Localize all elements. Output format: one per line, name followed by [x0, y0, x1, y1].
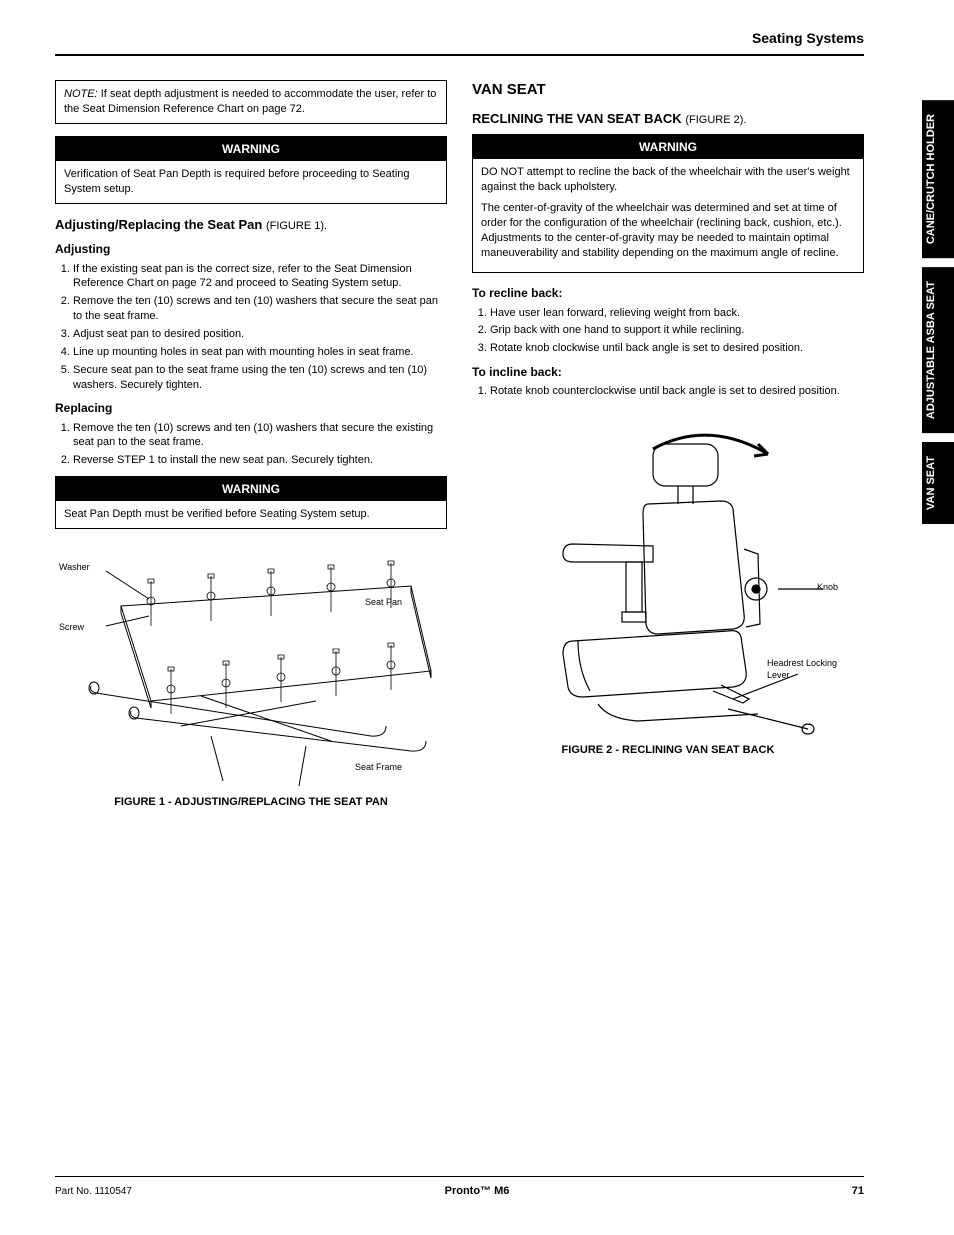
to-recline-title: To recline back: — [472, 285, 864, 301]
adj-step: If the existing seat pan is the correct … — [73, 262, 447, 292]
rep-step: Reverse STEP 1 to install the new seat p… — [73, 453, 447, 468]
recline-step: Have user lean forward, relieving weight… — [490, 306, 864, 321]
warning-header-1: WARNING — [56, 137, 446, 161]
footer-product-name: Pronto™ M6 — [0, 1185, 954, 1197]
recline-step: Grip back with one hand to support it wh… — [490, 323, 864, 338]
to-incline-title: To incline back: — [472, 364, 864, 380]
replacing-steps: Remove the ten (10) screws and ten (10) … — [73, 421, 447, 469]
replacing-subtitle: Replacing — [55, 400, 447, 416]
fig1-label-screw: Screw — [59, 621, 84, 633]
fig1-label-washer: Washer — [59, 561, 90, 573]
warning-header-3: WARNING — [473, 135, 863, 159]
seat-pan-title-text: Adjusting/Replacing the Seat Pan — [55, 217, 262, 232]
warning-body-3: DO NOT attempt to recline the back of th… — [473, 159, 863, 272]
warn3-p1: DO NOT attempt to recline the back of th… — [481, 165, 855, 195]
warning-body-1: Verification of Seat Pan Depth is requir… — [56, 161, 446, 203]
main-content: NOTE: If seat depth adjustment is needed… — [55, 80, 864, 820]
adj-step: Line up mounting holes in seat pan with … — [73, 345, 447, 360]
seat-pan-section-title: Adjusting/Replacing the Seat Pan (FIGURE… — [55, 216, 447, 234]
note-box: NOTE: If seat depth adjustment is needed… — [55, 80, 447, 124]
header-rule — [55, 54, 864, 56]
adjusting-subtitle: Adjusting — [55, 241, 447, 257]
to-recline-steps: Have user lean forward, relieving weight… — [490, 306, 864, 357]
rep-step: Remove the ten (10) screws and ten (10) … — [73, 421, 447, 451]
figure-2-caption: FIGURE 2 - RECLINING VAN SEAT BACK — [472, 743, 864, 758]
note-label: NOTE: — [64, 88, 98, 100]
fig1-label-seatpan: Seat Pan — [365, 596, 402, 608]
recline-step: Rotate knob clockwise until back angle i… — [490, 341, 864, 356]
warning-box-3: WARNING DO NOT attempt to recline the ba… — [472, 134, 864, 273]
incline-step: Rotate knob counterclockwise until back … — [490, 384, 864, 399]
seat-pan-figref: (FIGURE 1). — [266, 220, 327, 232]
to-incline-steps: Rotate knob counterclockwise until back … — [490, 384, 864, 399]
reclining-title-text: RECLINING THE VAN SEAT BACK — [472, 111, 682, 126]
adj-step: Adjust seat pan to desired position. — [73, 327, 447, 342]
left-column: NOTE: If seat depth adjustment is needed… — [55, 80, 447, 820]
warning-body-2: Seat Pan Depth must be verified before S… — [56, 501, 446, 528]
warning-box-1: WARNING Verification of Seat Pan Depth i… — [55, 136, 447, 204]
footer-page-number: 71 — [852, 1185, 864, 1197]
figure-2-drawing: Knob Headrest Locking Lever — [472, 409, 864, 739]
sidebar-tab-1[interactable]: CANE/CRUTCH HOLDER — [922, 100, 954, 258]
reclining-title: RECLINING THE VAN SEAT BACK (FIGURE 2). — [472, 110, 864, 128]
fig2-label-headrest: Headrest Locking Lever — [767, 657, 847, 681]
reclining-figref: (FIGURE 2). — [685, 114, 746, 126]
figure-1-drawing: Washer Screw Seat Pan Seat Frame — [55, 541, 447, 791]
right-column: VAN SEAT RECLINING THE VAN SEAT BACK (FI… — [472, 80, 864, 820]
sidebar-tab-2[interactable]: ADJUSTABLE ASBA SEAT — [922, 267, 954, 433]
figure-1-caption: FIGURE 1 - ADJUSTING/REPLACING THE SEAT … — [55, 795, 447, 810]
warning-box-2: WARNING Seat Pan Depth must be verified … — [55, 476, 447, 529]
warning-header-2: WARNING — [56, 477, 446, 501]
fig1-label-seatframe: Seat Frame — [355, 761, 402, 773]
van-seat-diagram-svg — [472, 409, 864, 739]
fig2-label-knob: Knob — [817, 581, 838, 593]
seat-pan-diagram-svg — [55, 541, 447, 791]
header-title: Seating Systems — [752, 30, 864, 46]
section-tabs-sidebar: CANE/CRUTCH HOLDER ADJUSTABLE ASBA SEAT … — [922, 100, 954, 533]
adjusting-steps: If the existing seat pan is the correct … — [73, 262, 447, 393]
note-text: If seat depth adjustment is needed to ac… — [64, 88, 436, 115]
sidebar-tab-3[interactable]: VAN SEAT — [922, 442, 954, 524]
warn3-p2: The center-of-gravity of the wheelchair … — [481, 201, 855, 260]
adj-step: Remove the ten (10) screws and ten (10) … — [73, 294, 447, 324]
adj-step: Secure seat pan to the seat frame using … — [73, 363, 447, 393]
figure-1: Washer Screw Seat Pan Seat Frame FIGURE … — [55, 541, 447, 810]
footer-rule — [55, 1176, 864, 1177]
van-seat-title: VAN SEAT — [472, 80, 864, 100]
figure-2: Knob Headrest Locking Lever FIGURE 2 - R… — [472, 409, 864, 758]
